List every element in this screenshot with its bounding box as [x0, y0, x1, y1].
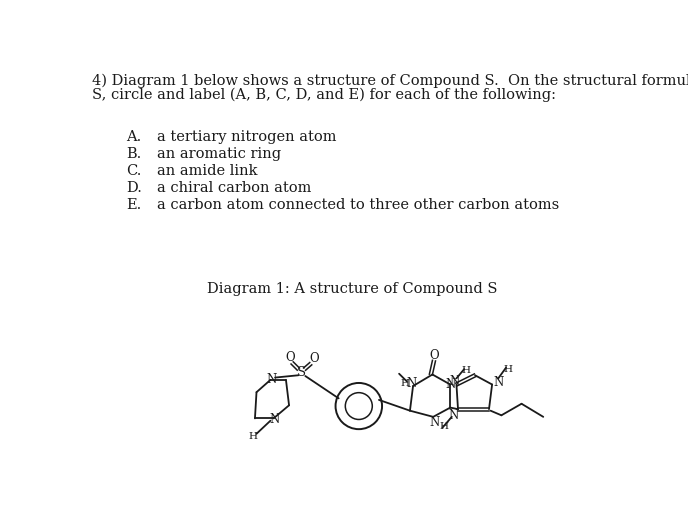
Text: a tertiary nitrogen atom: a tertiary nitrogen atom [158, 130, 337, 145]
Text: Diagram 1: A structure of Compound S: Diagram 1: A structure of Compound S [207, 282, 498, 296]
Text: N: N [450, 375, 460, 388]
Text: E.: E. [127, 198, 142, 212]
Text: N: N [266, 373, 277, 386]
Text: O: O [429, 349, 439, 362]
Text: A.: A. [127, 130, 142, 145]
Text: H: H [461, 366, 471, 375]
Text: B.: B. [127, 147, 142, 161]
Text: N: N [493, 376, 504, 389]
Text: an amide link: an amide link [158, 164, 258, 179]
Text: H: H [401, 379, 410, 388]
Text: C.: C. [127, 164, 142, 179]
Text: a chiral carbon atom: a chiral carbon atom [158, 181, 312, 195]
Text: 4) Diagram 1 below shows a structure of Compound S.  On the structural formula o: 4) Diagram 1 below shows a structure of … [92, 74, 688, 88]
Text: an aromatic ring: an aromatic ring [158, 147, 281, 161]
Text: H: H [440, 422, 449, 431]
Text: N: N [269, 413, 279, 425]
Text: N: N [445, 378, 455, 391]
Text: a carbon atom connected to three other carbon atoms: a carbon atom connected to three other c… [158, 198, 559, 212]
Text: H: H [248, 432, 257, 442]
Text: S, circle and label (A, B, C, D, and E) for each of the following:: S, circle and label (A, B, C, D, and E) … [92, 87, 556, 102]
Text: S: S [297, 366, 306, 378]
Text: O: O [286, 351, 295, 364]
Text: N: N [448, 409, 458, 422]
Text: H: H [503, 364, 512, 374]
Text: N: N [407, 377, 417, 390]
Text: N: N [429, 417, 440, 430]
Text: O: O [309, 352, 319, 365]
Text: D.: D. [127, 181, 142, 195]
